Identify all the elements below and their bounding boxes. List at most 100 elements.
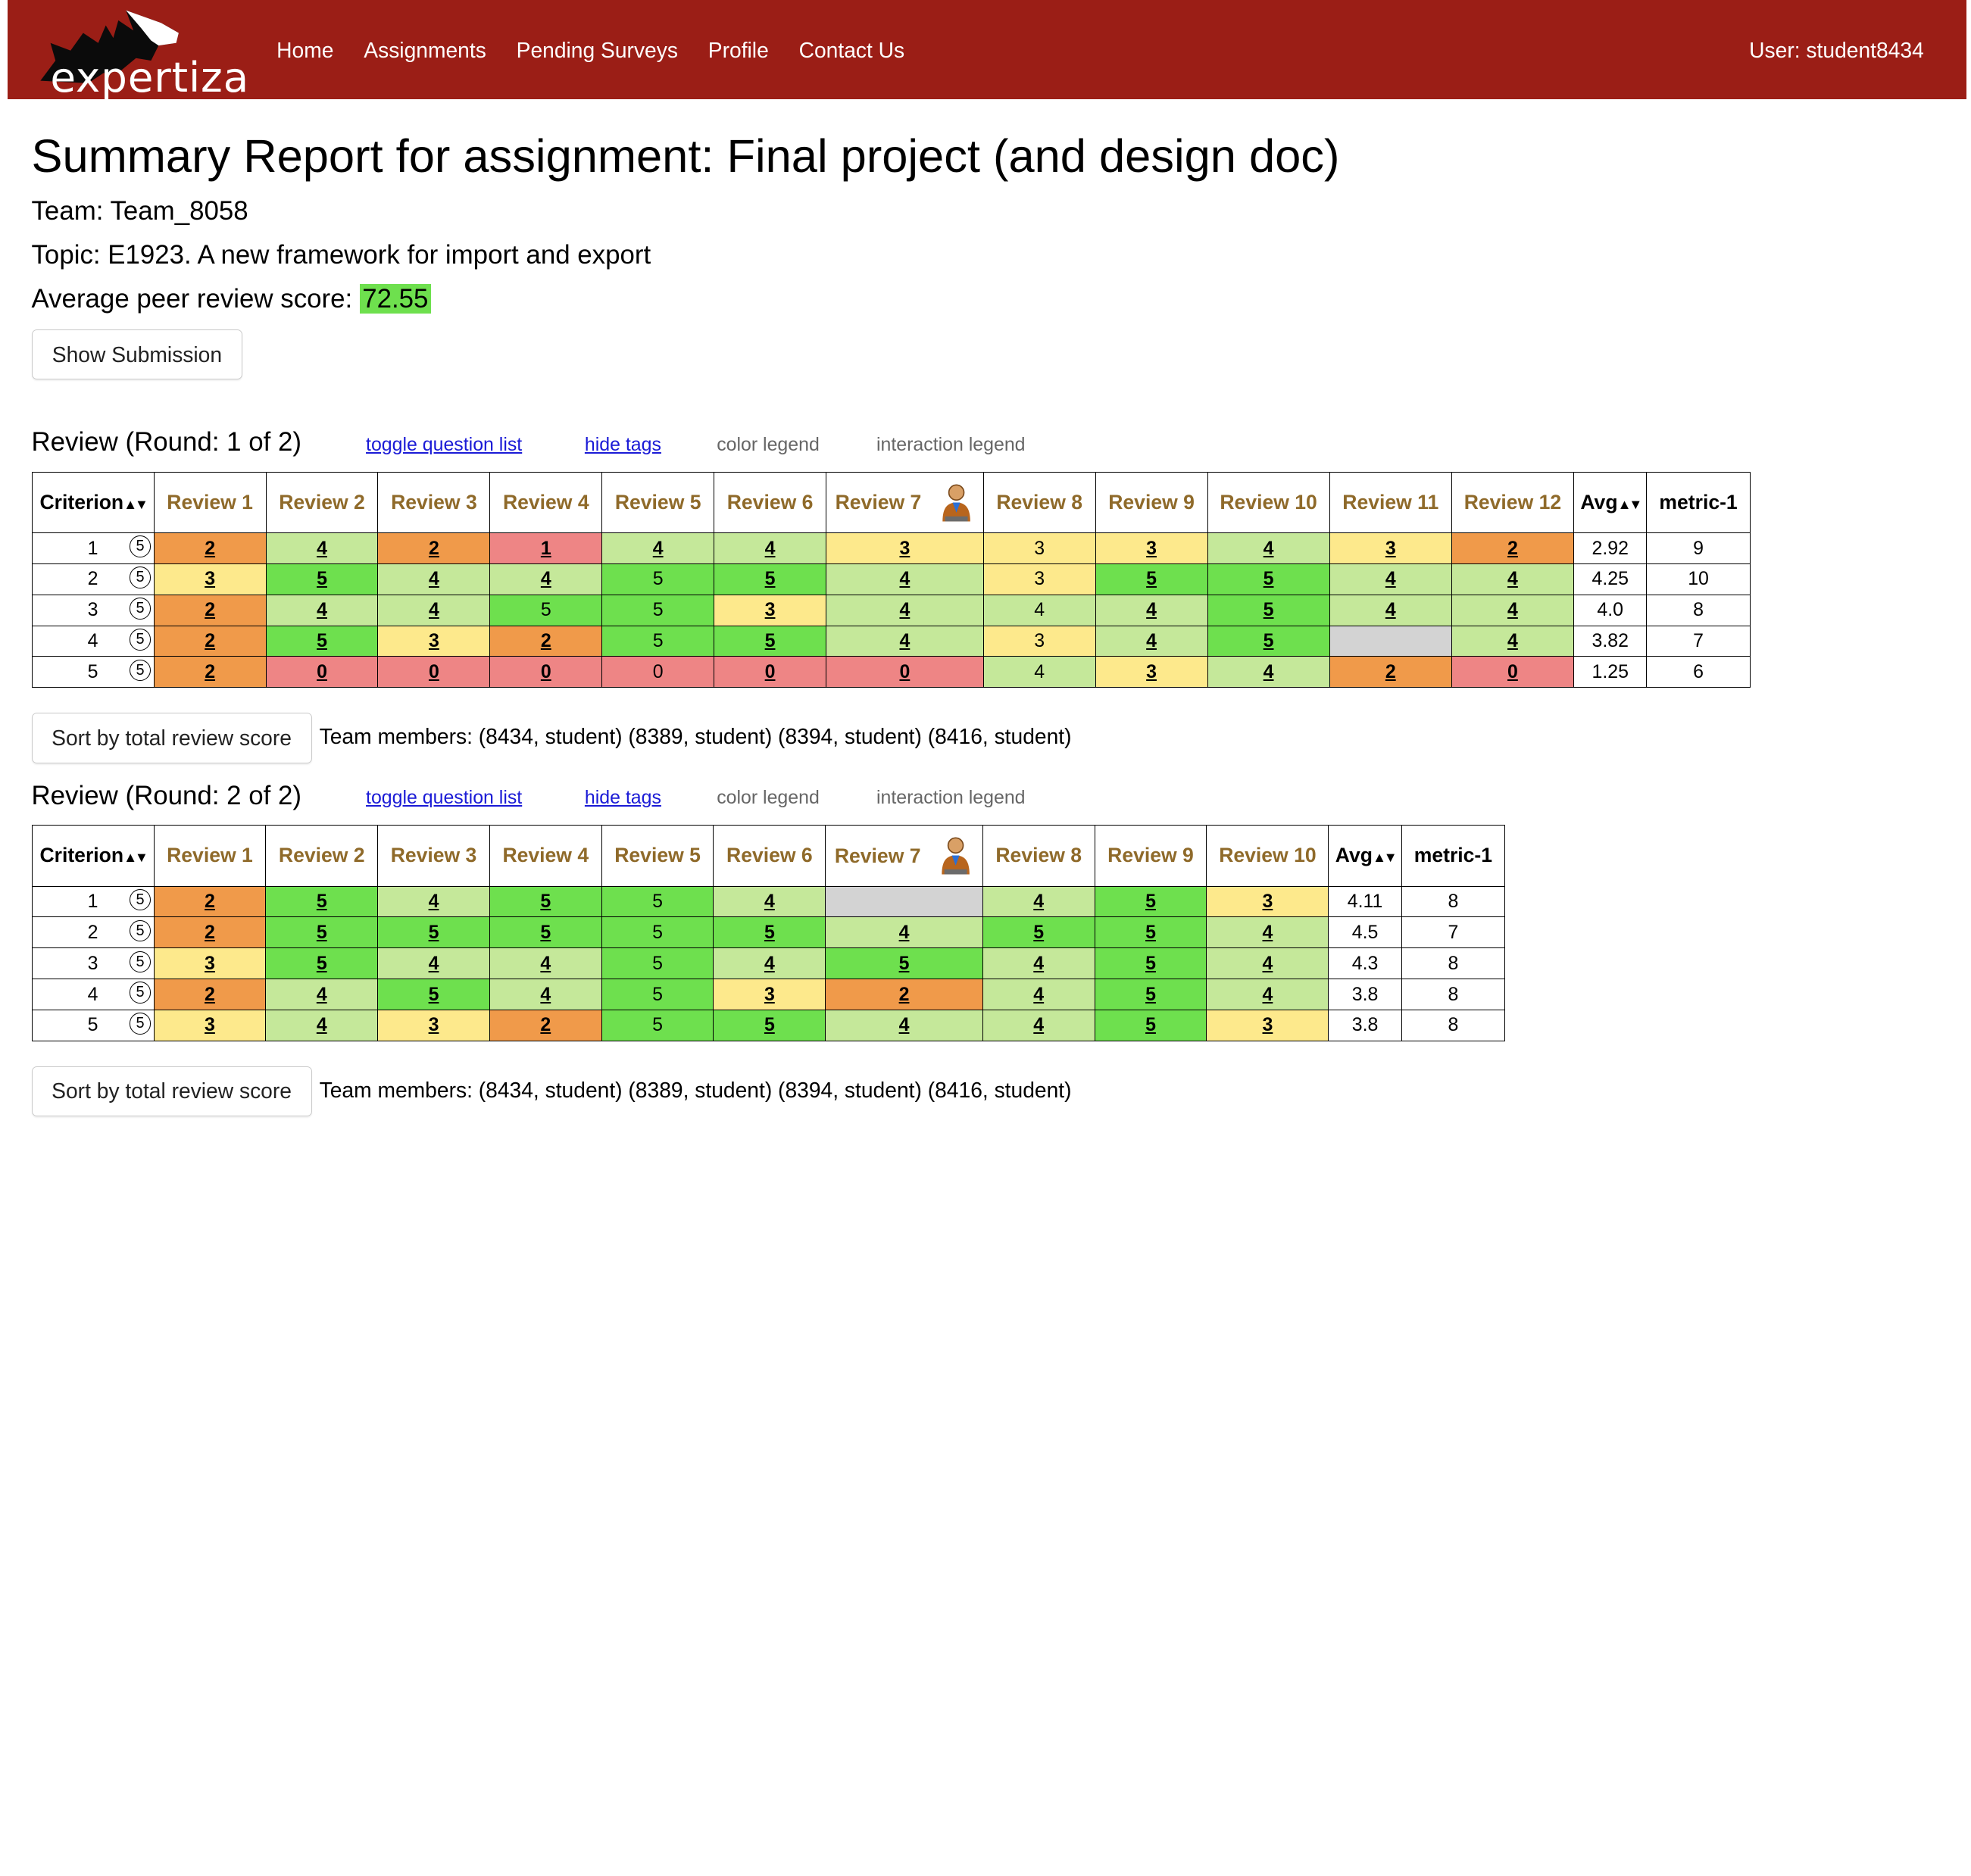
review-column-header[interactable]: Review 8 — [982, 824, 1095, 887]
review-column-header[interactable]: Review 4 — [489, 824, 602, 887]
score-link[interactable]: 5 — [1145, 983, 1156, 1005]
score-link[interactable]: 5 — [540, 921, 551, 943]
score-link[interactable]: 4 — [428, 891, 439, 913]
score-link[interactable]: 2 — [205, 891, 215, 913]
score-cell[interactable]: 3 — [153, 947, 267, 980]
score-cell[interactable]: 4 — [982, 979, 1095, 1010]
score-link[interactable]: 4 — [1385, 568, 1396, 590]
score-link[interactable]: 5 — [1263, 568, 1274, 590]
sort-by-total-button-round-2[interactable]: Sort by total review score — [31, 1066, 312, 1117]
score-link[interactable]: 0 — [764, 660, 776, 682]
score-cell[interactable]: 2 — [153, 916, 267, 949]
score-link[interactable]: 5 — [316, 921, 327, 943]
score-link[interactable]: 5 — [1146, 568, 1157, 590]
score-cell[interactable]: 4 — [265, 594, 379, 626]
score-cell[interactable]: 4 — [1329, 563, 1452, 595]
score-cell[interactable]: 0 — [714, 656, 827, 688]
score-link[interactable]: 4 — [1507, 630, 1518, 652]
score-cell[interactable]: 4 — [601, 532, 715, 564]
review-column-header[interactable]: Review 1 — [153, 824, 267, 887]
score-link[interactable]: 5 — [764, 1014, 775, 1036]
score-cell[interactable]: 4 — [1207, 656, 1330, 688]
review-column-header[interactable]: Review 8 — [982, 471, 1096, 534]
score-link[interactable]: 2 — [1385, 660, 1396, 682]
review-column-header[interactable]: Review 3 — [377, 824, 490, 887]
nav-pending-surveys[interactable]: Pending Surveys — [516, 37, 678, 62]
score-cell[interactable]: 4 — [489, 979, 602, 1010]
score-link[interactable]: 4 — [1262, 983, 1273, 1005]
score-link[interactable]: 4 — [1507, 568, 1518, 590]
score-cell[interactable]: 4 — [377, 563, 491, 595]
score-cell[interactable]: 4 — [713, 885, 826, 918]
score-link[interactable]: 0 — [317, 660, 327, 682]
score-link[interactable]: 5 — [1263, 599, 1274, 621]
score-link[interactable]: 3 — [428, 630, 439, 652]
score-link[interactable]: 5 — [1033, 921, 1045, 943]
score-link[interactable]: 4 — [764, 952, 775, 974]
score-cell[interactable]: 4 — [265, 1009, 379, 1041]
review-column-header[interactable]: Review 1 — [153, 471, 267, 534]
score-link[interactable]: 3 — [205, 1014, 215, 1036]
score-cell[interactable]: 3 — [153, 1009, 267, 1041]
score-cell[interactable]: 5 — [1094, 979, 1207, 1010]
score-link[interactable]: 5 — [428, 921, 439, 943]
review-column-header[interactable]: Review 3 — [377, 471, 491, 534]
interaction-legend-link[interactable]: interaction legend — [876, 787, 1026, 809]
score-cell[interactable]: 5 — [377, 916, 490, 949]
score-cell[interactable]: 0 — [826, 656, 984, 688]
score-cell[interactable]: 2 — [1451, 532, 1575, 564]
score-link[interactable]: 4 — [540, 983, 551, 1005]
score-link[interactable]: 5 — [1145, 891, 1156, 913]
criterion-header[interactable]: Criterion▲▼ — [31, 824, 155, 887]
score-cell[interactable]: 5 — [1095, 563, 1208, 595]
score-cell[interactable]: 5 — [265, 916, 379, 949]
score-cell[interactable]: 5 — [1207, 563, 1330, 595]
score-cell[interactable]: 2 — [489, 1009, 602, 1041]
score-link[interactable]: 4 — [652, 537, 664, 559]
score-link[interactable]: 3 — [428, 1014, 439, 1036]
score-cell[interactable]: 5 — [714, 563, 827, 595]
score-link[interactable]: 5 — [1145, 952, 1156, 974]
score-link[interactable]: 2 — [205, 630, 216, 652]
score-link[interactable]: 4 — [899, 630, 911, 652]
review-column-header[interactable]: Review 6 — [714, 471, 827, 534]
score-cell[interactable]: 5 — [265, 563, 379, 595]
criterion-header[interactable]: Criterion▲▼ — [31, 471, 155, 534]
sort-arrows-icon[interactable]: ▲▼ — [123, 495, 148, 512]
score-cell[interactable]: 5 — [377, 979, 490, 1010]
score-link[interactable]: 5 — [764, 921, 775, 943]
score-link[interactable]: 4 — [1507, 599, 1518, 621]
score-cell[interactable]: 2 — [153, 532, 267, 564]
score-cell[interactable]: 4 — [1095, 594, 1208, 626]
score-cell[interactable]: 4 — [714, 532, 827, 564]
score-link[interactable]: 0 — [540, 660, 551, 682]
score-cell[interactable]: 5 — [713, 1009, 826, 1041]
score-link[interactable]: 3 — [899, 537, 911, 559]
review-column-header[interactable]: Review 11 — [1329, 471, 1452, 534]
avg-header[interactable]: Avg▲▼ — [1573, 471, 1648, 534]
score-link[interactable]: 5 — [316, 891, 327, 913]
score-cell[interactable]: 4 — [377, 947, 490, 980]
score-cell[interactable]: 4 — [1095, 625, 1208, 657]
score-cell[interactable]: 3 — [713, 979, 826, 1010]
expertiza-logo[interactable]: expertiza — [38, 5, 251, 101]
score-cell[interactable]: 4 — [265, 532, 379, 564]
nav-contact-us[interactable]: Contact Us — [798, 37, 905, 62]
score-link[interactable]: 5 — [1263, 630, 1274, 652]
score-link[interactable]: 2 — [205, 921, 215, 943]
score-link[interactable]: 2 — [428, 537, 439, 559]
color-legend-link[interactable]: color legend — [717, 433, 820, 455]
score-link[interactable]: 4 — [764, 537, 776, 559]
score-link[interactable]: 4 — [316, 983, 327, 1005]
score-cell[interactable]: 0 — [265, 656, 379, 688]
review-column-header[interactable]: Review 7 — [825, 824, 983, 887]
score-link[interactable]: 2 — [205, 983, 215, 1005]
score-cell[interactable]: 4 — [1329, 594, 1452, 626]
score-link[interactable]: 1 — [540, 537, 551, 559]
score-cell[interactable]: 4 — [1451, 594, 1575, 626]
review-column-header[interactable]: Review 10 — [1207, 471, 1330, 534]
score-link[interactable]: 5 — [764, 568, 776, 590]
score-link[interactable]: 3 — [1146, 537, 1157, 559]
score-link[interactable]: 0 — [428, 660, 439, 682]
score-link[interactable]: 5 — [428, 983, 439, 1005]
